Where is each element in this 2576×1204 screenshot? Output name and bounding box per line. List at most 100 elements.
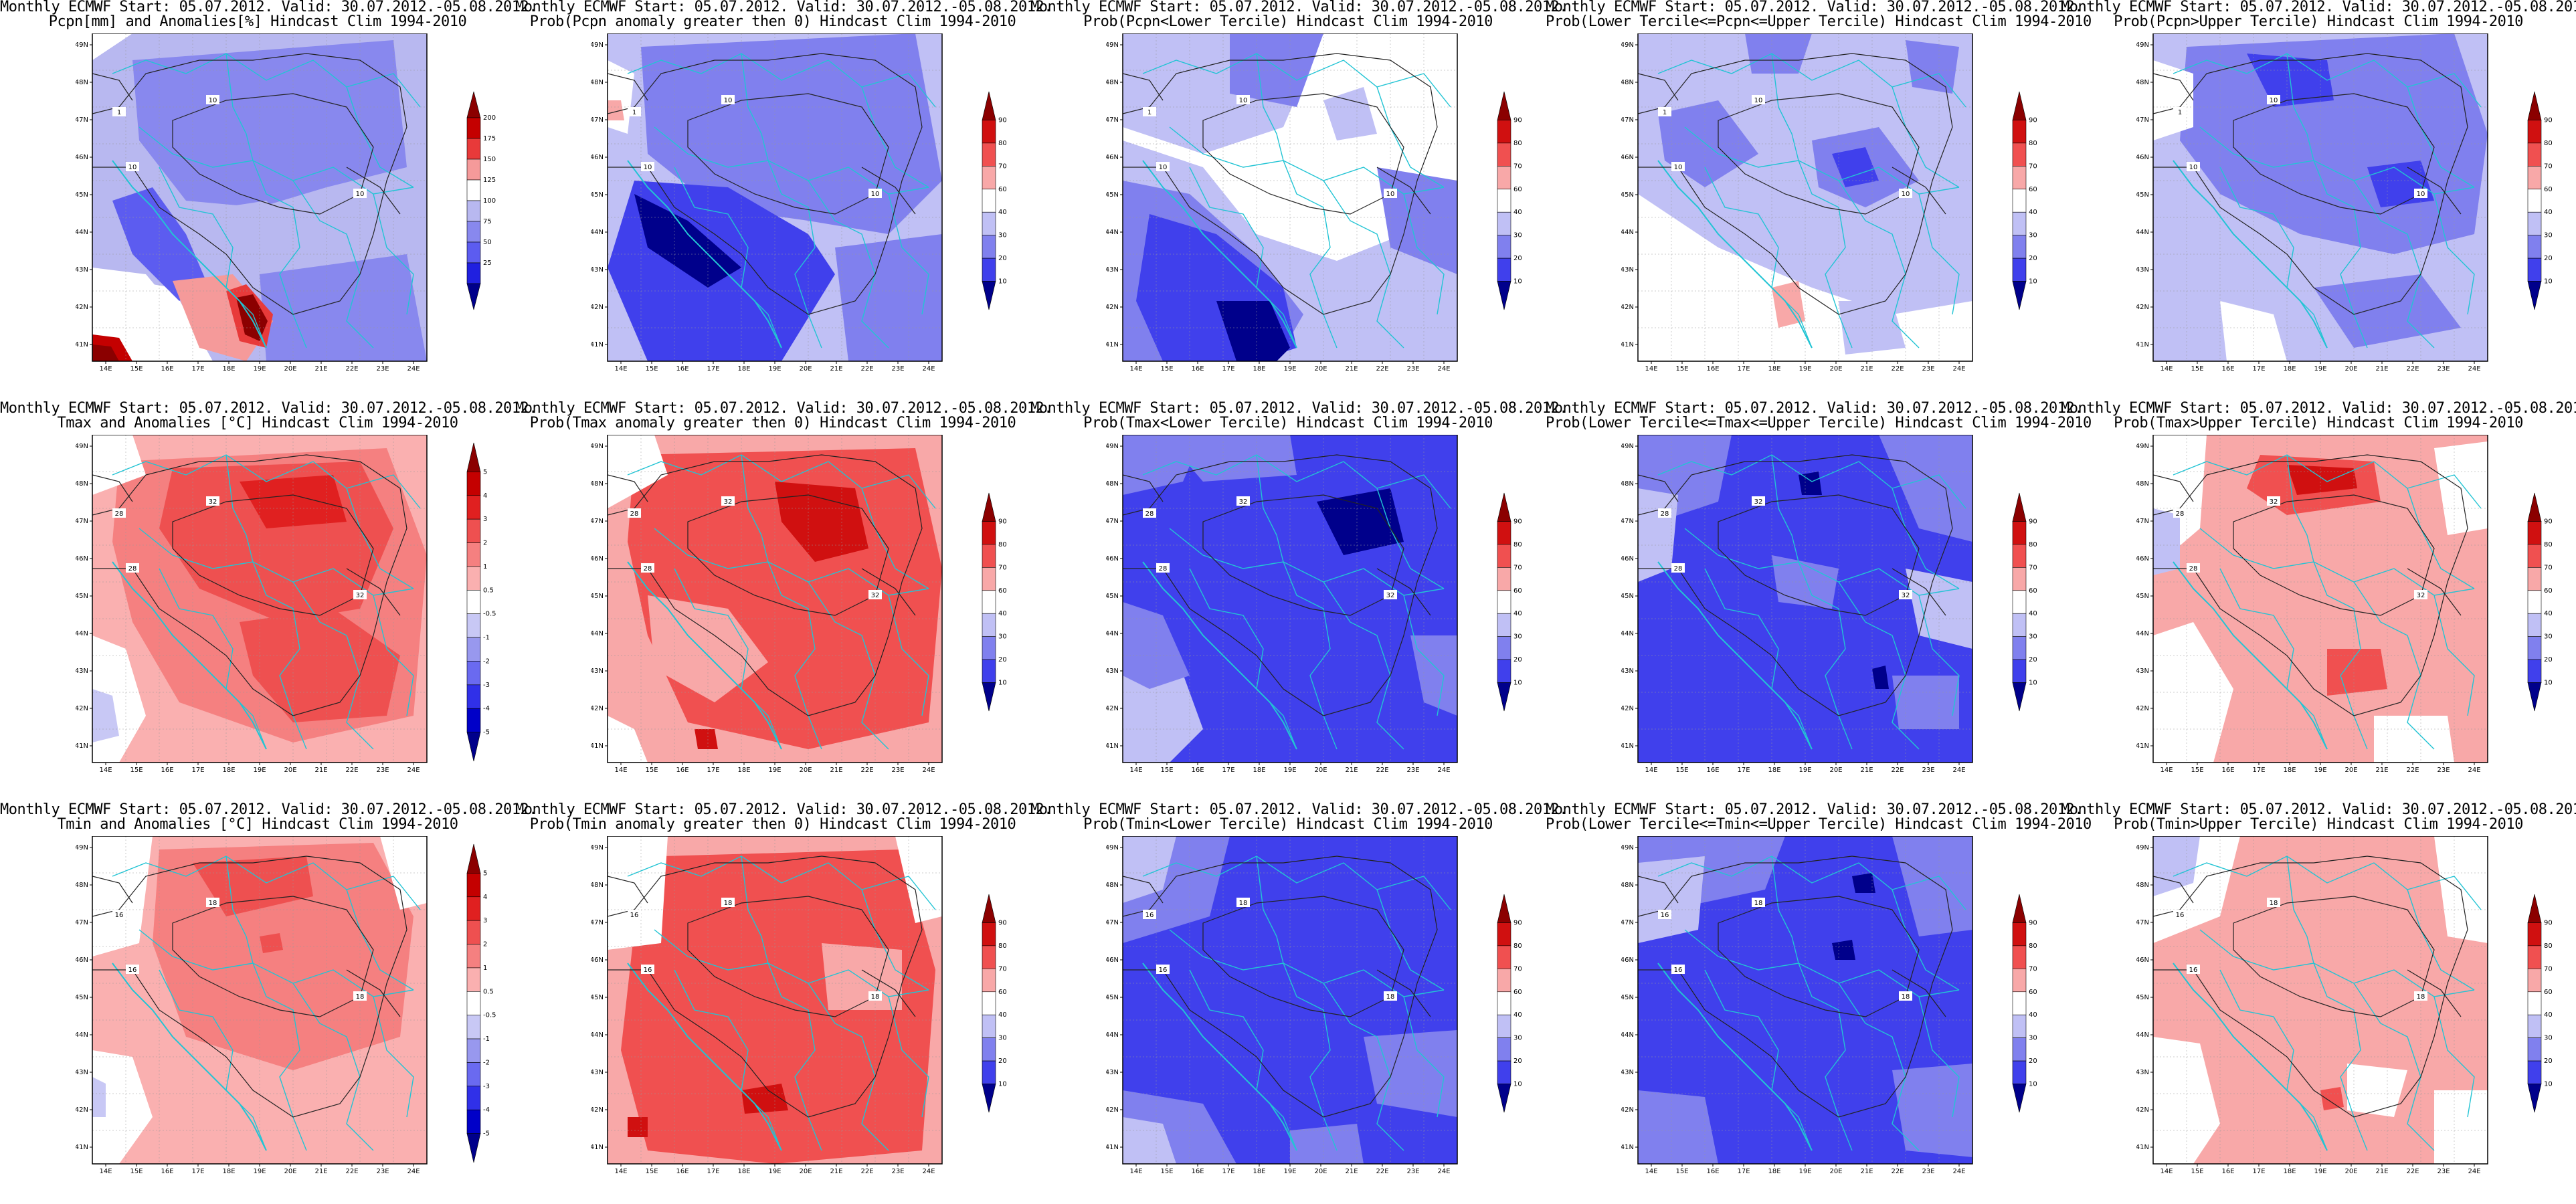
map-panel: Monthly ECMWF Start: 05.07.2012. Valid: …	[2061, 0, 2576, 401]
isoline	[2407, 969, 2462, 1017]
field-region	[741, 1084, 788, 1114]
lon-tick-label: 24E	[2468, 767, 2480, 774]
colorbar-label: 20	[2029, 1058, 2037, 1065]
lat-tick-label: 42N	[2136, 705, 2149, 712]
colorbar-label: 20	[2544, 1058, 2553, 1065]
country-border	[2407, 86, 2475, 188]
lat-tick-label: 49N	[76, 41, 88, 49]
lon-tick-label: 15E	[1160, 767, 1173, 774]
colorbar-label: 10	[1513, 680, 1522, 687]
colorbar-label: 4	[483, 894, 487, 901]
isoline-label-bg	[1143, 107, 1156, 116]
lat-tick-label: 41N	[1621, 341, 1634, 348]
colorbar-label: 30	[998, 232, 1007, 239]
lat-tick-label: 46N	[591, 154, 604, 161]
colorbar-swatch	[2527, 166, 2542, 190]
colorbar-swatch	[2527, 1014, 2542, 1038]
isoline-label: 28	[1674, 565, 1683, 573]
colorbar-label: 20	[998, 1058, 1007, 1065]
lon-tick-label: 17E	[707, 767, 719, 774]
lon-tick-label: 23E	[891, 1168, 904, 1175]
colorbar-label: 90	[998, 116, 1007, 124]
isoline-label: 16	[2189, 967, 2198, 974]
forecast-map: 10 10 1 10 14E 15E 16E 17E 18E 19E 20E 21E 22E 23E 24E…	[1621, 33, 1973, 373]
isoline-label-bg	[721, 898, 735, 907]
colorbar-swatch	[1497, 1037, 1511, 1062]
colorbar-label: -5	[483, 729, 490, 736]
colorbar-label: 30	[998, 1035, 1007, 1042]
lon-tick-label: 24E	[922, 365, 935, 373]
lon-tick-label: 22E	[2406, 1168, 2419, 1175]
colorbar-swatch	[1497, 613, 1511, 637]
field-region	[92, 268, 206, 361]
forecast-map: 10 10 1 10 14E 15E 16E 17E 18E 19E 20E 21E 22E 23E 24E…	[2136, 33, 2488, 373]
lon-tick-label: 14E	[2160, 1168, 2173, 1175]
colorbar-label: 90	[2029, 919, 2037, 926]
isoline	[1638, 53, 1953, 315]
lon-tick-label: 17E	[191, 365, 204, 373]
field-region	[92, 1050, 153, 1164]
lon-tick-label: 23E	[891, 767, 904, 774]
colorbar-label: 20	[998, 255, 1007, 262]
isoline	[1376, 568, 1431, 616]
field-region	[1799, 472, 1822, 495]
isoline-label: 1	[117, 109, 121, 116]
colorbar: 5 4 3 2 1 0.5 -0.5 -1 -2 -3 -4 -5	[466, 442, 496, 762]
isoline-label: 32	[209, 498, 217, 506]
colorbar-label: 4	[483, 492, 487, 500]
isoline-label: 10	[2189, 164, 2198, 171]
isoline-label-bg	[1156, 563, 1170, 573]
isoline	[1123, 876, 1164, 904]
lat-tick-label: 49N	[1621, 41, 1634, 49]
lat-tick-label: 42N	[1106, 304, 1119, 311]
panel-subtitle: Prob(Tmax>Upper Tercile) Hindcast Clim 1…	[2114, 415, 2523, 431]
isoline-label-bg	[628, 910, 641, 919]
lat-tick-label: 43N	[1621, 1069, 1634, 1076]
lon-tick-label: 15E	[1160, 365, 1173, 373]
colorbar: 90 80 70 60 40 30 20 10	[2012, 894, 2037, 1113]
coastline	[112, 561, 267, 750]
lat-tick-label: 49N	[1621, 443, 1634, 450]
lon-tick-label: 14E	[1645, 1168, 1657, 1175]
isoline-label-bg	[2173, 910, 2187, 919]
lon-tick-label: 22E	[1376, 767, 1388, 774]
lat-tick-label: 46N	[591, 555, 604, 563]
colorbar-label: 30	[998, 633, 1007, 641]
isoline	[861, 167, 916, 215]
isoline-label-bg	[126, 162, 139, 171]
colorbar-label: 90	[1513, 116, 1522, 124]
country-border	[1189, 167, 1297, 348]
colorbar-swatch	[982, 613, 996, 637]
colorbar-swatch	[2012, 258, 2027, 282]
colorbar-swatch	[982, 235, 996, 259]
panel-title: Monthly ECMWF Start: 05.07.2012. Valid: …	[1030, 801, 1568, 818]
lat-tick-label: 41N	[591, 341, 604, 348]
colorbar-swatch	[466, 920, 481, 944]
lon-tick-label: 20E	[2344, 365, 2357, 373]
colorbar-swatch	[2527, 945, 2542, 969]
colorbar-cap	[2012, 281, 2027, 310]
colorbar-label: 60	[998, 186, 1007, 193]
colorbar-swatch	[2527, 235, 2542, 259]
isoline-label-bg	[112, 107, 126, 116]
colorbar: 90 80 70 60 40 30 20 10	[2012, 91, 2037, 310]
colorbar-swatch	[1497, 142, 1511, 167]
colorbar-swatch	[2012, 189, 2027, 213]
lat-tick-label: 45N	[1106, 191, 1119, 199]
country-border	[1376, 488, 1445, 589]
field-region	[621, 849, 935, 1164]
colorbar-label: 70	[2029, 163, 2037, 170]
country-border	[112, 53, 421, 108]
colorbar-swatch	[2012, 922, 2027, 946]
lat-tick-label: 49N	[76, 443, 88, 450]
lat-tick-label: 43N	[591, 1069, 604, 1076]
isoline	[1638, 876, 1679, 904]
colorbar-swatch	[466, 967, 481, 992]
lon-tick-label: 16E	[676, 767, 688, 774]
field-region	[1317, 488, 1404, 555]
lat-tick-label: 47N	[76, 116, 88, 124]
lat-tick-label: 44N	[1106, 630, 1119, 637]
lat-tick-label: 46N	[76, 957, 88, 964]
colorbar-cap	[466, 442, 481, 472]
colorbar-label: 60	[2029, 186, 2037, 193]
